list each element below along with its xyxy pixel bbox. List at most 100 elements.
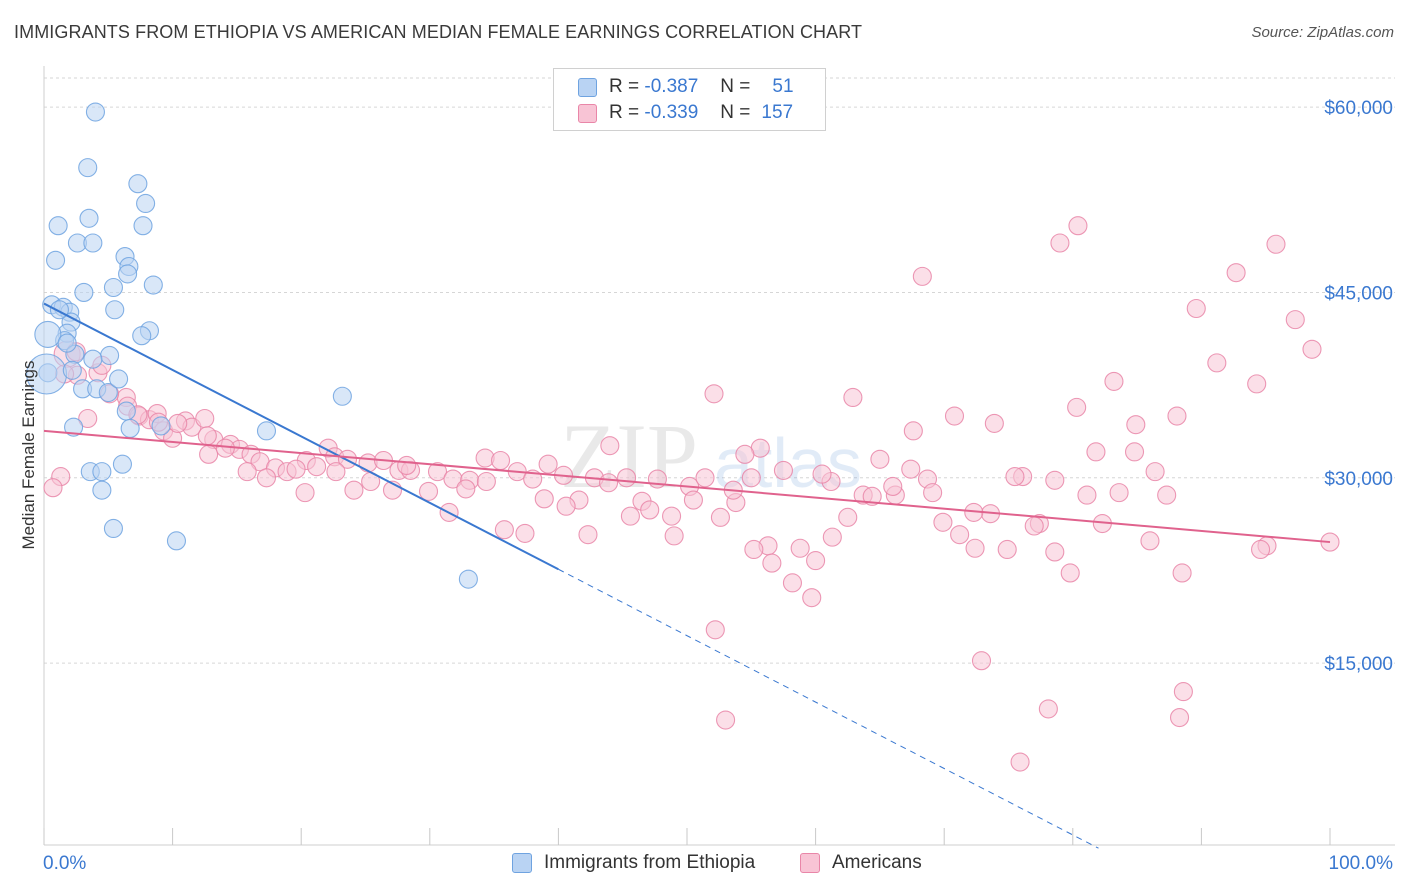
data-point — [92, 462, 112, 482]
data-point — [92, 480, 112, 500]
series-americans — [43, 216, 1340, 772]
series-ethiopia — [26, 102, 478, 589]
data-point — [1266, 234, 1286, 254]
data-point — [741, 468, 761, 488]
data-point — [923, 483, 943, 503]
y-axis-label: Median Female Earnings — [19, 361, 38, 550]
data-point — [862, 486, 882, 506]
data-point — [523, 469, 543, 489]
data-point — [1207, 353, 1227, 373]
data-point — [1145, 462, 1165, 482]
data-point — [984, 413, 1004, 433]
data-point — [843, 387, 863, 408]
legend-n-label: N = — [720, 76, 751, 97]
data-point — [98, 382, 118, 403]
data-point — [1024, 516, 1044, 536]
y-tick-label: $60,000 — [1324, 98, 1393, 119]
data-point — [1050, 233, 1070, 253]
data-point — [1167, 406, 1187, 426]
data-point — [1169, 707, 1190, 728]
data-point — [256, 421, 277, 441]
data-point — [1285, 310, 1305, 330]
data-point — [1140, 531, 1160, 551]
data-point — [838, 507, 858, 527]
chart-source: Source: ZipAtlas.com — [1251, 24, 1394, 41]
legend-row-americans: R = -0.339 N = 157 — [578, 101, 793, 125]
tick-labels: $15,000 $30,000 $45,000 $60,000 0.0% 100.0% — [43, 98, 1393, 874]
data-point — [78, 158, 98, 178]
y-tick-label: $15,000 — [1324, 654, 1393, 675]
data-point — [62, 360, 82, 380]
trend-lines — [43, 302, 1331, 849]
data-point — [683, 490, 703, 510]
data-point — [1068, 216, 1088, 236]
data-point — [1247, 374, 1267, 394]
data-point — [118, 264, 138, 284]
data-point — [120, 418, 140, 438]
data-point — [57, 333, 77, 353]
data-point — [103, 518, 123, 539]
data-point — [215, 438, 235, 458]
data-point — [197, 426, 217, 446]
data-point — [912, 266, 932, 286]
legend-row-ethiopia: R = -0.387 N = 51 — [578, 75, 794, 99]
legend-r-label: R = — [609, 102, 640, 123]
data-point — [143, 275, 163, 295]
data-point — [1186, 298, 1206, 319]
data-point — [151, 416, 171, 436]
data-point — [494, 520, 514, 540]
data-point — [1172, 563, 1192, 583]
data-point — [100, 345, 120, 366]
data-point — [822, 527, 842, 547]
data-point — [716, 710, 736, 730]
data-point — [704, 384, 724, 404]
legend-r-label: R = — [609, 76, 640, 97]
data-point — [901, 459, 921, 479]
data-point — [556, 496, 576, 516]
bottom-legend-label-ethiopia: Immigrants from Ethiopia — [544, 852, 756, 873]
y-tick-label: $45,000 — [1324, 283, 1393, 304]
data-point — [620, 506, 640, 526]
data-point — [168, 413, 188, 433]
data-point — [744, 539, 764, 560]
data-point — [344, 480, 364, 500]
legend-n-label: N = — [720, 102, 751, 123]
trend-line-ethiopia — [43, 302, 559, 571]
data-point — [307, 457, 327, 477]
data-point — [1067, 397, 1087, 417]
data-point — [1173, 682, 1193, 702]
legend-swatch-ethiopia — [578, 77, 597, 97]
data-point — [83, 349, 103, 369]
data-point — [599, 473, 619, 493]
data-point — [782, 573, 803, 593]
data-point — [74, 282, 94, 302]
legend-swatch-americans — [578, 103, 597, 123]
bottom-legend-americans: Americans — [800, 852, 922, 874]
data-point — [1157, 485, 1177, 505]
data-point — [1060, 563, 1080, 583]
data-point — [664, 526, 684, 546]
data-point — [195, 408, 215, 429]
data-point — [133, 216, 153, 236]
data-point — [870, 449, 890, 469]
data-point — [812, 464, 832, 484]
data-point — [933, 512, 953, 532]
data-point — [34, 320, 62, 349]
data-point — [136, 193, 156, 214]
data-point — [950, 525, 970, 545]
x-tick-label-max: 100.0% — [1329, 853, 1394, 874]
data-point — [332, 386, 352, 406]
y-tick-label: $30,000 — [1324, 469, 1393, 490]
bottom-legend-swatch-americans — [800, 853, 820, 873]
trend-line-americans — [43, 429, 1331, 544]
data-point — [802, 588, 822, 608]
data-point — [773, 460, 794, 480]
data-point — [965, 538, 985, 558]
data-point — [662, 506, 682, 526]
data-point — [1077, 485, 1097, 505]
data-point — [1104, 371, 1124, 391]
data-point — [710, 507, 730, 527]
data-point — [600, 436, 620, 456]
data-point — [166, 531, 187, 551]
